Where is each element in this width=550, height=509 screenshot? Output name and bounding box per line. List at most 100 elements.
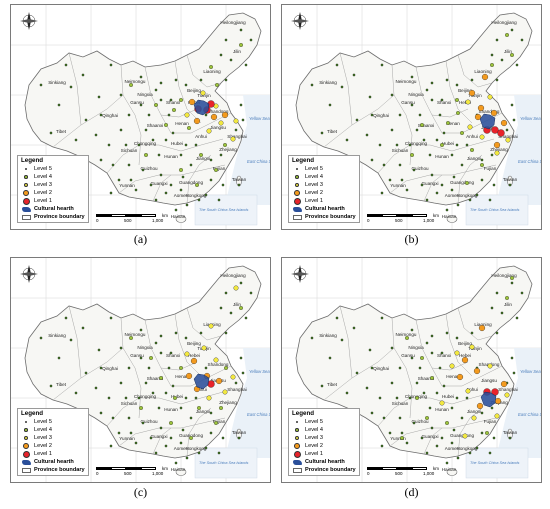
city-dot-level-3 [504,392,510,398]
city-dot-level-5 [440,436,444,440]
legend-item: Province boundary [20,466,85,474]
city-dot-level-4 [490,63,494,67]
province-label: Neimongu [396,332,417,337]
legend-label: Level 1 [305,451,324,457]
city-dot-level-2 [210,113,218,121]
legend-dot-icon [295,167,299,171]
city-dot-level-5 [127,366,131,370]
city-dot-level-4 [420,356,424,360]
city-dot-level-3 [467,124,473,130]
province-label: Shanxi [166,353,180,358]
city-dot-level-5 [154,198,158,202]
hainan-island [175,215,187,223]
east-china-sea-label: East China Sea [247,159,270,164]
city-dot-level-1 [491,126,499,134]
city-dot-level-4 [510,276,514,280]
city-dot-level-5 [124,143,128,147]
city-dot-level-3 [469,344,475,350]
city-dot-level-4 [456,111,460,115]
city-dot-level-5 [435,138,439,142]
city-dot-level-5 [365,386,369,390]
city-dot-level-5 [204,366,208,370]
legend-item: Level 2 [291,442,323,450]
city-dot-level-5 [197,198,201,202]
city-dot-level-5 [420,436,424,440]
city-dot-level-3 [471,415,477,421]
province-label: Guizhou [411,419,429,424]
city-dot-level-5 [221,183,225,187]
city-dot-level-5 [355,118,359,122]
city-dot-level-5 [452,428,456,432]
city-dot-level-4 [505,33,509,37]
scale-bar: 0 500 1,000 km [96,213,176,228]
city-dot-level-5 [151,391,155,395]
city-dot-level-4 [197,406,201,410]
scale-tick-label: 0 [96,471,99,476]
city-dot-level-5 [174,78,178,82]
city-dot-level-5 [157,406,161,410]
city-dot-level-2 [215,377,223,385]
legend-label: Level 2 [34,190,53,196]
province-label: Tibet [56,129,67,134]
city-dot-level-5 [410,75,414,79]
city-dot-level-5 [209,411,213,415]
city-dot-level-5 [335,316,339,320]
city-dot-level-5 [239,356,243,360]
city-dot-level-2 [477,104,485,112]
legend-item: Level 4 [291,173,323,181]
province-label: Yunnan [119,436,135,441]
scale-bar: 0 500 1,000 km [367,466,447,481]
province-label: Sichuan [392,401,409,406]
legend-label: Level 2 [305,190,324,196]
city-dot-level-5 [111,163,115,167]
province-label: Qinghai [102,113,118,118]
city-dot-level-3 [230,374,236,380]
city-dot-level-3 [233,285,239,291]
city-dot-level-5 [380,316,384,320]
province-label: Shaanxi [418,376,435,381]
map-frame: HeilongjiangJilinLiaoningNeimonguSinkian… [10,257,271,483]
scale-unit-label: km [433,466,439,471]
city-dot-level-5 [127,163,131,167]
city-dot-level-5 [209,178,213,182]
city-dot-level-5 [164,191,168,195]
city-dot-level-4 [425,416,429,420]
legend-dot-icon [293,197,301,205]
legend: Legend Level 5 Level 4 Level 3 Level 2 Level … [17,408,89,476]
city-dot-level-5 [181,175,185,179]
province-label: Shanxi [437,100,451,105]
province-label: Hubei [442,394,454,399]
province-boundary-swatch-icon [21,467,31,473]
legend-label: Level 4 [305,427,324,433]
city-dot-level-2 [481,73,489,81]
province-label: Sichuan [392,148,409,153]
city-dot-level-4 [465,181,469,185]
legend-label: Province boundary [34,214,85,220]
city-dot-level-5 [69,338,73,342]
province-label: Shaanxi [418,123,435,128]
city-dot-level-5 [81,326,85,330]
province-label: Gansu [401,100,415,105]
city-dot-level-5 [184,143,188,147]
city-dot-level-5 [450,153,454,157]
city-dot-level-2 [221,111,229,119]
city-dot-level-5 [450,441,454,445]
city-dot-level-5 [320,384,324,388]
province-label: Shanghai [227,134,246,139]
city-dot-level-5 [154,451,158,455]
province-label: Tianjin [197,93,211,98]
city-dot-level-5 [84,118,88,122]
legend-title: Legend [292,157,315,164]
city-dot-level-5 [94,386,98,390]
city-dot-level-5 [490,53,494,57]
province-label: Zhejiang [219,147,237,152]
city-dot-level-5 [438,366,442,370]
legend-item: Level 5 [20,165,52,173]
city-dot-level-5 [109,316,113,320]
city-dot-level-4 [169,421,173,425]
province-boundary-swatch-icon [292,214,302,220]
scale-tick-label: 500 [124,218,132,223]
city-dot-level-5 [244,63,248,67]
city-dot-level-5 [157,153,161,157]
legend-dot-icon [295,175,299,179]
